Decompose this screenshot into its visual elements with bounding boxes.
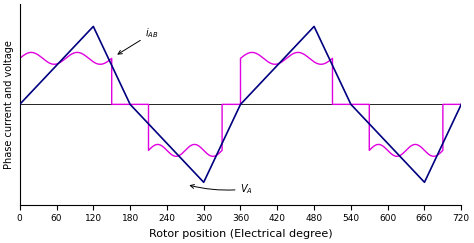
Text: $\it{i}$$_{AB}$: $\it{i}$$_{AB}$ [118, 26, 159, 54]
Y-axis label: Phase current and voltage: Phase current and voltage [4, 40, 14, 169]
Text: $V_A$: $V_A$ [190, 182, 253, 196]
X-axis label: Rotor position (Electrical degree): Rotor position (Electrical degree) [149, 229, 332, 239]
